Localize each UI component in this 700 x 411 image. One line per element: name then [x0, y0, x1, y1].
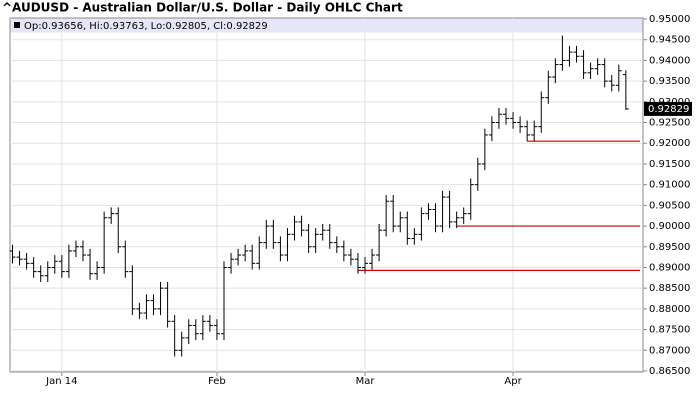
x-tick-label: Mar — [356, 376, 376, 387]
y-tick-label: 0.90500 — [649, 200, 690, 211]
y-tick-label: 0.87500 — [649, 325, 690, 336]
x-tick-label: Jan 14 — [45, 376, 77, 387]
x-tick-label: Apr — [504, 376, 522, 387]
y-tick-label: 0.88500 — [649, 283, 690, 294]
chart-title: ^AUDUSD - Australian Dollar/U.S. Dollar … — [2, 1, 403, 15]
last-price-box — [644, 101, 692, 116]
y-tick-label: 0.91000 — [649, 180, 690, 191]
y-tick-label: 0.95000 — [649, 14, 690, 25]
y-tick-label: 0.91500 — [649, 159, 690, 170]
info-band — [10, 18, 643, 33]
x-tick-label: Feb — [208, 376, 226, 387]
info-text: Op:0.93656, Hi:0.93763, Lo:0.92805, Cl:0… — [24, 21, 268, 32]
y-tick-label: 0.92000 — [649, 138, 690, 149]
y-tick-label: 0.94500 — [649, 35, 690, 46]
y-tick-label: 0.92500 — [649, 118, 690, 129]
last-price-label: 0.92829 — [648, 104, 689, 115]
y-tick-label: 0.89000 — [649, 262, 690, 273]
y-tick-label: 0.88000 — [649, 304, 690, 315]
info-icon — [14, 22, 20, 28]
y-tick-label: 0.89500 — [649, 242, 690, 253]
y-tick-label: 0.87000 — [649, 345, 690, 356]
y-tick-label: 0.93500 — [649, 76, 690, 87]
y-tick-label: 0.94000 — [649, 55, 690, 66]
y-tick-label: 0.86500 — [649, 366, 690, 377]
y-tick-label: 0.90000 — [649, 221, 690, 232]
plot-frame — [9, 17, 644, 373]
